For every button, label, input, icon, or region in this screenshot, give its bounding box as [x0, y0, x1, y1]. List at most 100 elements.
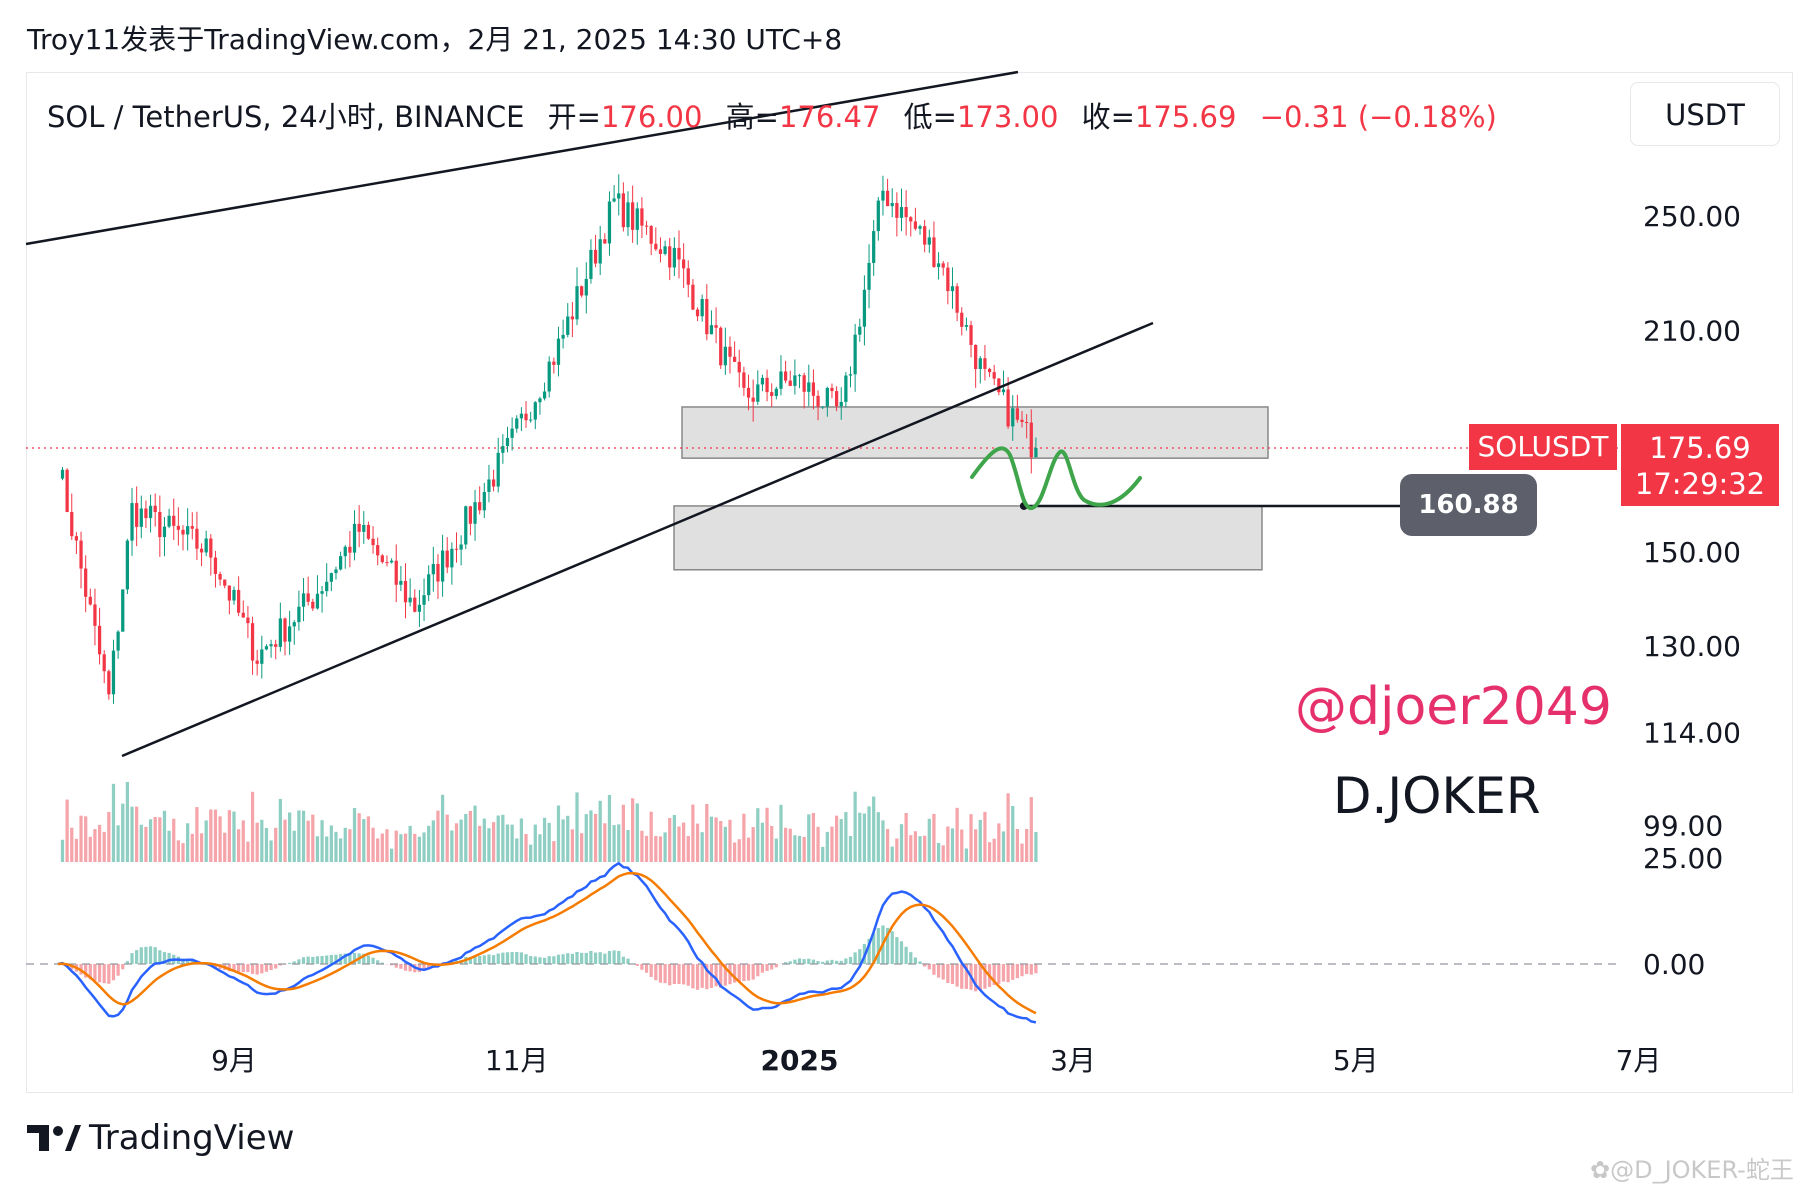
symbol-name: SOL / TetherUS, 24小时, BINANCE	[47, 100, 524, 134]
candle-body	[636, 208, 639, 229]
y-tick-1: 210.00	[1643, 315, 1741, 348]
candle-body	[506, 438, 509, 446]
macd-histogram-bar	[246, 964, 249, 972]
volume-bar	[195, 807, 198, 862]
tradingview-brand[interactable]: TradingView	[27, 1118, 294, 1158]
candle-body	[733, 357, 736, 362]
macd-histogram-bar	[960, 964, 963, 989]
macd-histogram-bar	[891, 931, 894, 964]
volume-bar	[905, 813, 908, 862]
chart-overlays	[26, 407, 1620, 570]
candle-body	[835, 391, 838, 406]
volume-bars	[61, 782, 1038, 862]
volume-bar	[154, 817, 157, 862]
candle-body	[367, 525, 370, 539]
candle-body	[223, 580, 226, 586]
macd-histogram-bar	[793, 960, 796, 964]
macd-histogram-bar	[650, 964, 653, 977]
macd-histogram-bar	[566, 953, 569, 964]
macd-histogram-bar	[1025, 964, 1028, 974]
macd-histogram-bar	[492, 955, 495, 964]
macd-histogram-bar	[979, 964, 982, 990]
macd-indicator	[26, 863, 1620, 1022]
macd-histogram-bar	[742, 964, 745, 981]
candle-body	[464, 506, 467, 544]
macd-histogram-bar	[575, 952, 578, 964]
candle-body	[348, 547, 351, 553]
candle-body	[269, 644, 272, 646]
volume-bar	[928, 819, 931, 862]
macd-histogram-bar	[307, 957, 310, 964]
volume-bar	[585, 814, 588, 862]
volume-bar	[265, 828, 268, 862]
y-tick-3: 150.00	[1643, 536, 1741, 569]
candle-body	[98, 626, 101, 654]
candle-body	[969, 325, 972, 345]
candle-body	[696, 310, 699, 317]
candle-body	[242, 613, 245, 618]
macd-histogram-bar	[1002, 964, 1005, 982]
candle-body	[385, 562, 388, 563]
volume-bar	[205, 820, 208, 862]
candle-body	[640, 208, 643, 225]
x-tick-4: 5月	[1333, 1044, 1379, 1077]
volume-bar	[140, 825, 143, 862]
volume-bar	[803, 837, 806, 862]
volume-bar	[844, 812, 847, 862]
candle-body	[344, 547, 347, 556]
macd-histogram-bar	[594, 953, 597, 964]
volume-bar	[640, 831, 643, 862]
macd-histogram-bar	[149, 946, 152, 964]
brand-name: TradingView	[89, 1118, 294, 1158]
volume-bar	[167, 831, 170, 862]
candle-body	[79, 541, 82, 569]
candle-body	[993, 372, 996, 378]
volume-bar	[293, 831, 296, 862]
y-tick-6: 99.00	[1643, 809, 1723, 842]
candle-body	[816, 396, 819, 407]
macd-tick-1: 0.00	[1643, 948, 1705, 981]
candle-body	[1011, 408, 1014, 426]
volume-bar	[770, 826, 773, 862]
volume-bar	[765, 808, 768, 862]
candle-body	[617, 193, 620, 198]
candle-body	[942, 263, 945, 267]
candle-body	[770, 392, 773, 396]
candle-body	[937, 263, 940, 267]
candle-body	[909, 217, 912, 221]
candle-body	[571, 316, 574, 319]
candle-body	[158, 512, 161, 537]
volume-bar	[149, 819, 152, 862]
volume-bar	[918, 836, 921, 862]
candle-body	[724, 347, 727, 366]
candle-body	[626, 202, 629, 227]
macd-histogram-bar	[288, 963, 291, 964]
volume-bar	[427, 826, 430, 862]
macd-histogram-bar	[1030, 964, 1033, 975]
candle-body	[520, 414, 523, 419]
macd-histogram-bar	[895, 937, 898, 964]
candle-body	[390, 561, 393, 563]
volume-bar	[622, 805, 625, 862]
volume-bar	[520, 818, 523, 862]
macd-histogram-bar	[269, 964, 272, 970]
candle-body	[965, 325, 968, 327]
bar-countdown: 17:29:32	[1621, 466, 1779, 502]
volume-bar	[974, 829, 977, 862]
volume-bar	[515, 838, 518, 862]
candle-body	[376, 545, 379, 555]
candle-body	[325, 582, 328, 591]
corner-watermark: ✿@D_JOKER-蛇王	[1590, 1150, 1794, 1185]
candle-body	[177, 526, 180, 530]
volume-bar	[279, 799, 282, 862]
macd-histogram-bar	[1006, 964, 1009, 982]
volume-bar	[103, 832, 106, 862]
candle-body	[126, 541, 129, 590]
candle-body	[877, 201, 880, 232]
candle-body	[599, 239, 602, 263]
macd-histogram-bar	[135, 950, 138, 964]
volume-bar	[942, 845, 945, 862]
candle-body	[738, 362, 741, 373]
currency-button[interactable]: USDT	[1630, 82, 1780, 146]
